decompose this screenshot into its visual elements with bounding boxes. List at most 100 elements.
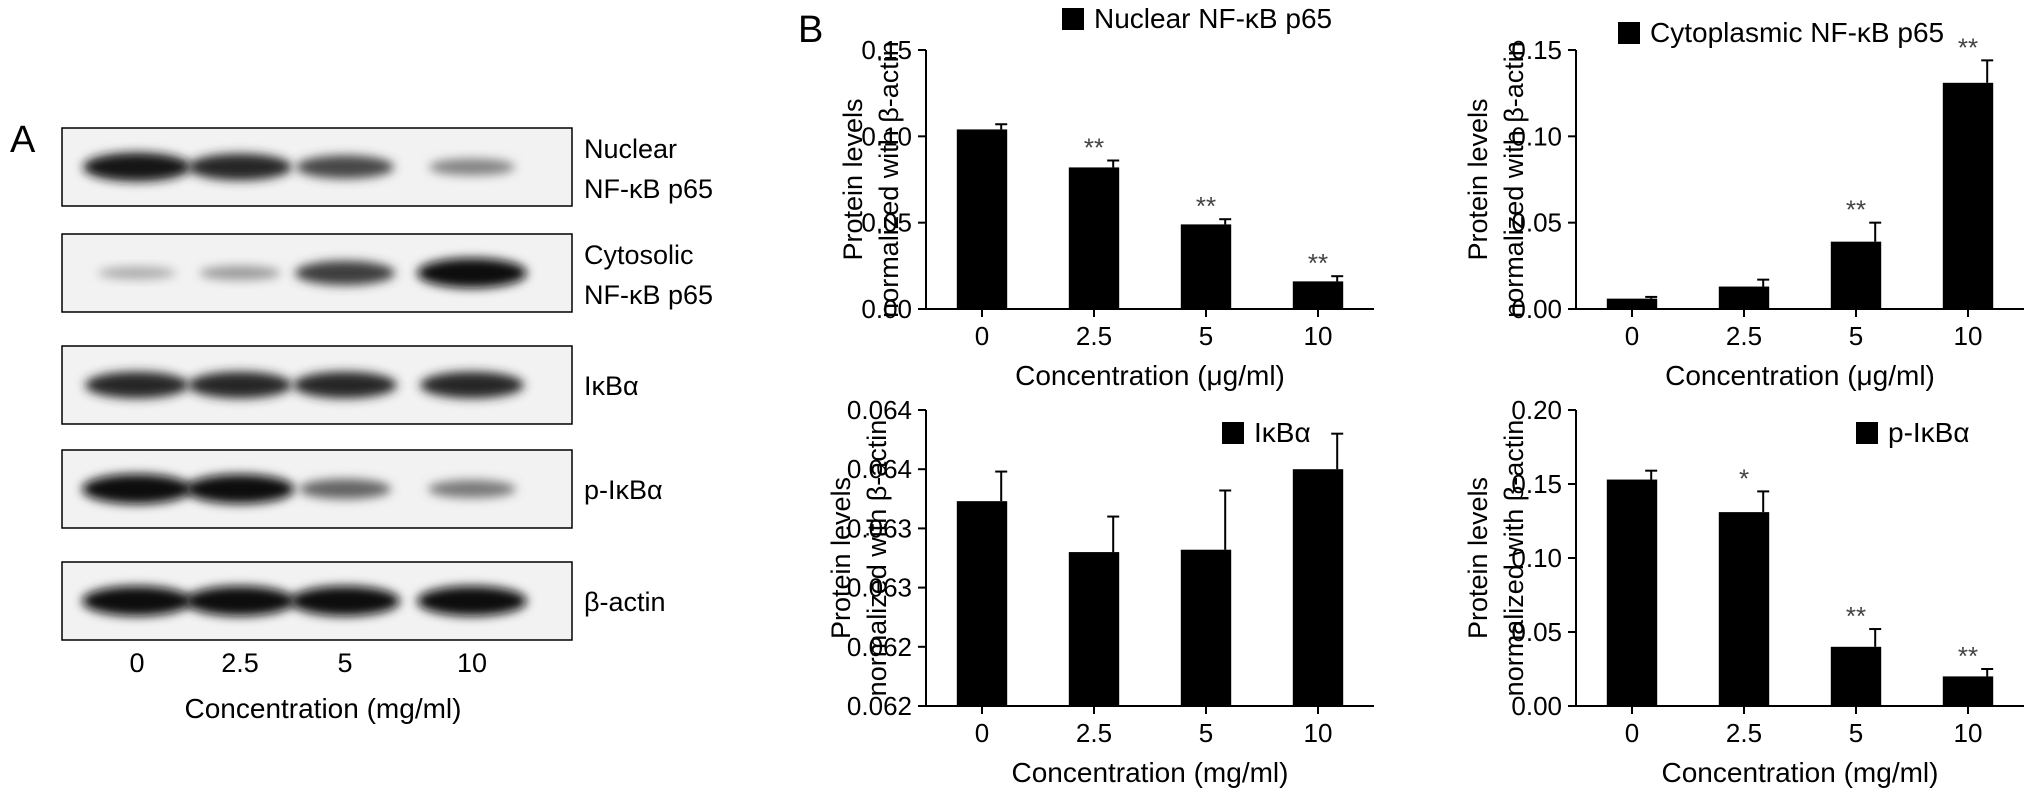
legend-swatch: [1618, 22, 1640, 44]
y-axis-label: normalized with β-actin: [874, 41, 904, 318]
blot-band: [185, 474, 295, 504]
bar-charts: 0.00 0.05 0.10 0.15 0 ** 2.5 ** 5 ** 10 Concentrati…: [826, 3, 2024, 788]
significance-marker: *: [1739, 463, 1749, 493]
x-tick-label: 0: [975, 718, 989, 748]
x-axis-label: Concentration (μg/ml): [1665, 360, 1935, 391]
bar: [1718, 286, 1770, 309]
lane-label: 2.5: [221, 648, 259, 678]
blot-row-label: NF-κB p65: [584, 174, 713, 204]
x-tick-label: 0: [975, 321, 989, 351]
y-tick-label: 0.10: [1511, 121, 1562, 151]
x-tick-label: 10: [1304, 321, 1333, 351]
lane-label: 0: [129, 648, 144, 678]
y-tick-label: 0.10: [1511, 543, 1562, 573]
y-axis-label: Protein levels: [838, 98, 868, 260]
blot-row-label: p-IκBα: [584, 475, 663, 505]
x-tick-label: 0: [1625, 718, 1639, 748]
significance-marker: **: [1196, 191, 1216, 221]
bar: [1942, 82, 1994, 309]
blot-band: [82, 586, 192, 616]
blot-row: Nuclear NF-κB p65: [61, 127, 713, 207]
blot-band: [188, 153, 292, 181]
significance-marker: **: [1958, 641, 1978, 671]
y-tick-label: 0.062: [847, 691, 912, 721]
y-axis-label: Protein levels: [1463, 98, 1493, 260]
blot-band: [417, 586, 527, 616]
y-tick-label: 0.10: [861, 121, 912, 151]
y-tick-label: 0.05: [1511, 208, 1562, 238]
blot-row: β-actin: [61, 561, 666, 641]
blot-row: Cytosolic NF-κB p65: [61, 233, 713, 313]
bar: [956, 501, 1008, 706]
blot-row-label: β-actin: [584, 587, 666, 617]
blot-band: [188, 371, 292, 399]
significance-marker: **: [1846, 601, 1866, 631]
blot-band: [299, 478, 391, 500]
blot-x-axis-label: Concentration (mg/ml): [185, 693, 462, 724]
y-tick-label: 0.00: [1511, 691, 1562, 721]
blot-band: [295, 260, 395, 286]
x-tick-label: 0: [1625, 321, 1639, 351]
legend-label: IκBα: [1254, 417, 1311, 448]
bar: [1718, 512, 1770, 706]
y-axis-label: normalized with β-actin: [1499, 41, 1529, 318]
y-tick-label: 0.15: [1511, 35, 1562, 65]
blot-band: [293, 371, 397, 399]
bar-chart: 0.062 0.062 0.063 0.063 0.064 0.064 0 2.5 5 10 Con…: [826, 395, 1374, 788]
bar: [1606, 479, 1658, 706]
bar-chart: 0.00 0.05 0.10 0.15 0 2.5 ** 5 ** 10 Concentration…: [1463, 17, 2024, 391]
western-blot: Nuclear NF-κB p65 Cytosolic NF-κB p65 IκBα p-…: [61, 127, 713, 724]
x-tick-label: 10: [1304, 718, 1333, 748]
blot-band: [420, 371, 524, 399]
x-tick-label: 5: [1849, 321, 1863, 351]
legend-swatch: [1856, 422, 1878, 444]
blot-band: [98, 266, 176, 280]
blot-band: [290, 586, 400, 616]
x-axis-label: Concentration (mg/ml): [1662, 757, 1939, 788]
blot-row: p-IκBα: [61, 449, 663, 529]
y-tick-label: 0.063: [847, 513, 912, 543]
blot-band: [85, 371, 189, 399]
y-tick-label: 0.063: [847, 573, 912, 603]
blot-band: [199, 265, 281, 281]
legend-label: Cytoplasmic NF-κB p65: [1650, 17, 1944, 48]
y-tick-label: 0.05: [861, 208, 912, 238]
y-axis-label: Protein levels: [826, 477, 856, 639]
bar: [1830, 646, 1882, 706]
x-tick-label: 5: [1199, 718, 1213, 748]
blot-row: IκBα: [61, 345, 639, 425]
blot-row-label: Cytosolic: [584, 240, 694, 270]
legend-label: Nuclear NF-κB p65: [1094, 3, 1332, 34]
blot-band: [429, 158, 515, 176]
bar-chart: 0.00 0.05 0.10 0.15 0 ** 2.5 ** 5 ** 10 Concentrati…: [838, 3, 1374, 391]
y-tick-label: 0.15: [1511, 469, 1562, 499]
panel-label-a: A: [10, 119, 36, 161]
bar: [1292, 469, 1344, 706]
x-tick-label: 2.5: [1076, 718, 1112, 748]
x-tick-label: 2.5: [1726, 321, 1762, 351]
bar: [1292, 281, 1344, 309]
y-tick-label: 0.15: [861, 35, 912, 65]
y-tick-label: 0.00: [861, 294, 912, 324]
x-tick-label: 5: [1849, 718, 1863, 748]
x-tick-label: 10: [1954, 718, 1983, 748]
bar: [956, 129, 1008, 309]
blot-row-label: NF-κB p65: [584, 280, 713, 310]
x-tick-label: 2.5: [1076, 321, 1112, 351]
blot-row-label: IκBα: [584, 371, 639, 401]
x-tick-label: 2.5: [1726, 718, 1762, 748]
bar: [1830, 241, 1882, 309]
legend-label: p-IκBα: [1888, 417, 1970, 448]
y-axis-label: normalized with β-actin: [1499, 420, 1529, 697]
lane-label: 10: [457, 648, 487, 678]
significance-marker: **: [1308, 248, 1328, 278]
blot-row-label: Nuclear: [584, 134, 677, 164]
bar: [1068, 552, 1120, 706]
significance-marker: **: [1084, 133, 1104, 163]
y-tick-label: 0.064: [847, 454, 912, 484]
bar: [1180, 224, 1232, 309]
y-tick-label: 0.064: [847, 395, 912, 425]
blot-band: [296, 155, 394, 179]
x-tick-label: 10: [1954, 321, 1983, 351]
